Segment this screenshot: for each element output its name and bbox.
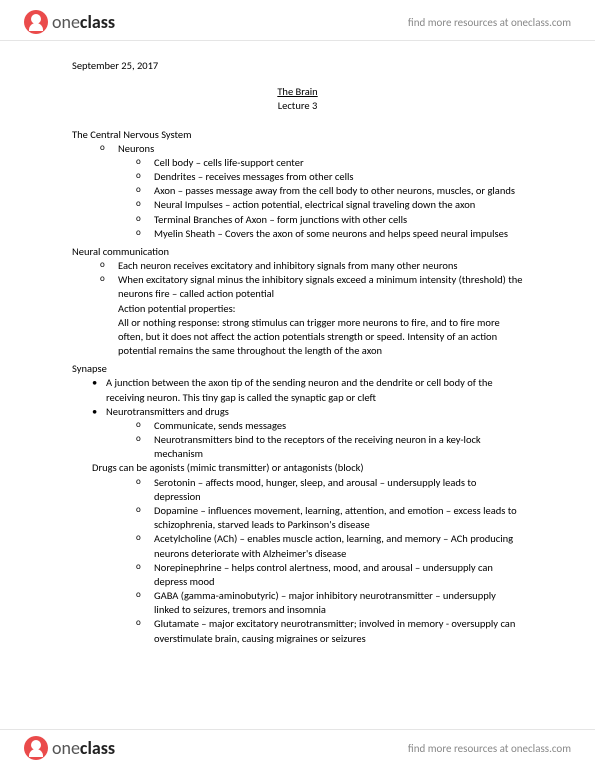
brand-logo: oneclass — [24, 10, 115, 34]
logo-word-one: one — [52, 11, 80, 33]
item-text: Axon – passes message away from the cell… — [154, 184, 523, 198]
list-item: oNeurotransmitters bind to the receptors… — [136, 433, 523, 461]
list-item: •Neurotransmitters and drugs — [92, 405, 523, 419]
item-text: GABA (gamma-aminobutyric) – major inhibi… — [154, 589, 523, 617]
section-heading: The Central Nervous System — [72, 128, 523, 142]
page-header: oneclass find more resources at oneclass… — [0, 0, 595, 41]
item-text: Neurotransmitters and drugs — [106, 405, 523, 419]
item-text: A junction between the axon tip of the s… — [106, 376, 523, 404]
logo-icon — [24, 10, 48, 34]
page-footer: oneclass find more resources at oneclass… — [0, 729, 595, 770]
item-text: Acetylcholine (ACh) – enables muscle act… — [154, 532, 523, 560]
list-item: oAcetylcholine (ACh) – enables muscle ac… — [136, 532, 523, 560]
logo-text: oneclass — [52, 737, 115, 759]
section-heading: Neural communication — [72, 245, 523, 259]
item-text: Serotonin – affects mood, hunger, sleep,… — [154, 476, 523, 504]
brand-logo: oneclass — [24, 736, 115, 760]
list-item: oAxon – passes message away from the cel… — [136, 184, 523, 198]
item-text: Neurotransmitters bind to the receptors … — [154, 433, 523, 461]
list-item: oSerotonin – affects mood, hunger, sleep… — [136, 476, 523, 504]
list-item: oWhen excitatory signal minus the inhibi… — [100, 273, 523, 301]
list-item: oEach neuron receives excitatory and inh… — [100, 259, 523, 273]
list-item: oTerminal Branches of Axon – form juncti… — [136, 213, 523, 227]
item-text: Myelin Sheath – Covers the axon of some … — [154, 227, 523, 241]
list-item: oNeural Impulses – action potential, ele… — [136, 198, 523, 212]
item-text: All or nothing response: strong stimulus… — [118, 316, 523, 359]
document-subtitle: Lecture 3 — [72, 99, 523, 113]
header-resources-link[interactable]: find more resources at oneclass.com — [408, 16, 571, 29]
list-item: oCell body – cells life-support center — [136, 156, 523, 170]
document-content: September 25, 2017 The Brain Lecture 3 T… — [0, 41, 595, 646]
section-neural-comm: Neural communication oEach neuron receiv… — [72, 245, 523, 358]
item-text: Dendrites – receives messages from other… — [154, 170, 523, 184]
item-text: Action potential properties: — [118, 302, 523, 316]
item-text: Dopamine – influences movement, learning… — [154, 504, 523, 532]
document-date: September 25, 2017 — [72, 59, 523, 73]
title-block: The Brain Lecture 3 — [72, 85, 523, 113]
item-text: Glutamate – major excitatory neurotransm… — [154, 617, 523, 645]
list-item: oCommunicate, sends messages — [136, 419, 523, 433]
item-text: When excitatory signal minus the inhibit… — [118, 273, 523, 301]
item-text: Norepinephrine – helps control alertness… — [154, 561, 523, 589]
item-text: Communicate, sends messages — [154, 419, 523, 433]
list-item: oDendrites – receives messages from othe… — [136, 170, 523, 184]
list-item: oGlutamate – major excitatory neurotrans… — [136, 617, 523, 645]
document-title: The Brain — [72, 85, 523, 99]
item-text: Each neuron receives excitatory and inhi… — [118, 259, 523, 273]
list-item: oDopamine – influences movement, learnin… — [136, 504, 523, 532]
list-item: •A junction between the axon tip of the … — [92, 376, 523, 404]
list-item: oMyelin Sheath – Covers the axon of some… — [136, 227, 523, 241]
list-item: oGABA (gamma-aminobutyric) – major inhib… — [136, 589, 523, 617]
footer-resources-link[interactable]: find more resources at oneclass.com — [408, 742, 571, 755]
item-text: Neurons — [118, 142, 523, 156]
logo-text: oneclass — [52, 11, 115, 33]
logo-icon — [24, 736, 48, 760]
logo-word-class: class — [80, 737, 115, 759]
section-heading: Synapse — [72, 362, 523, 376]
logo-word-one: one — [52, 737, 80, 759]
item-text: Neural Impulses – action potential, elec… — [154, 198, 523, 212]
item-text: Cell body – cells life-support center — [154, 156, 523, 170]
list-item: oNorepinephrine – helps control alertnes… — [136, 561, 523, 589]
section-cns: The Central Nervous System oNeurons oCel… — [72, 128, 523, 241]
subsection-heading: Drugs can be agonists (mimic transmitter… — [92, 461, 523, 475]
section-synapse: Synapse •A junction between the axon tip… — [72, 362, 523, 645]
list-item: oNeurons — [100, 142, 523, 156]
item-text: Terminal Branches of Axon – form junctio… — [154, 213, 523, 227]
logo-word-class: class — [80, 11, 115, 33]
